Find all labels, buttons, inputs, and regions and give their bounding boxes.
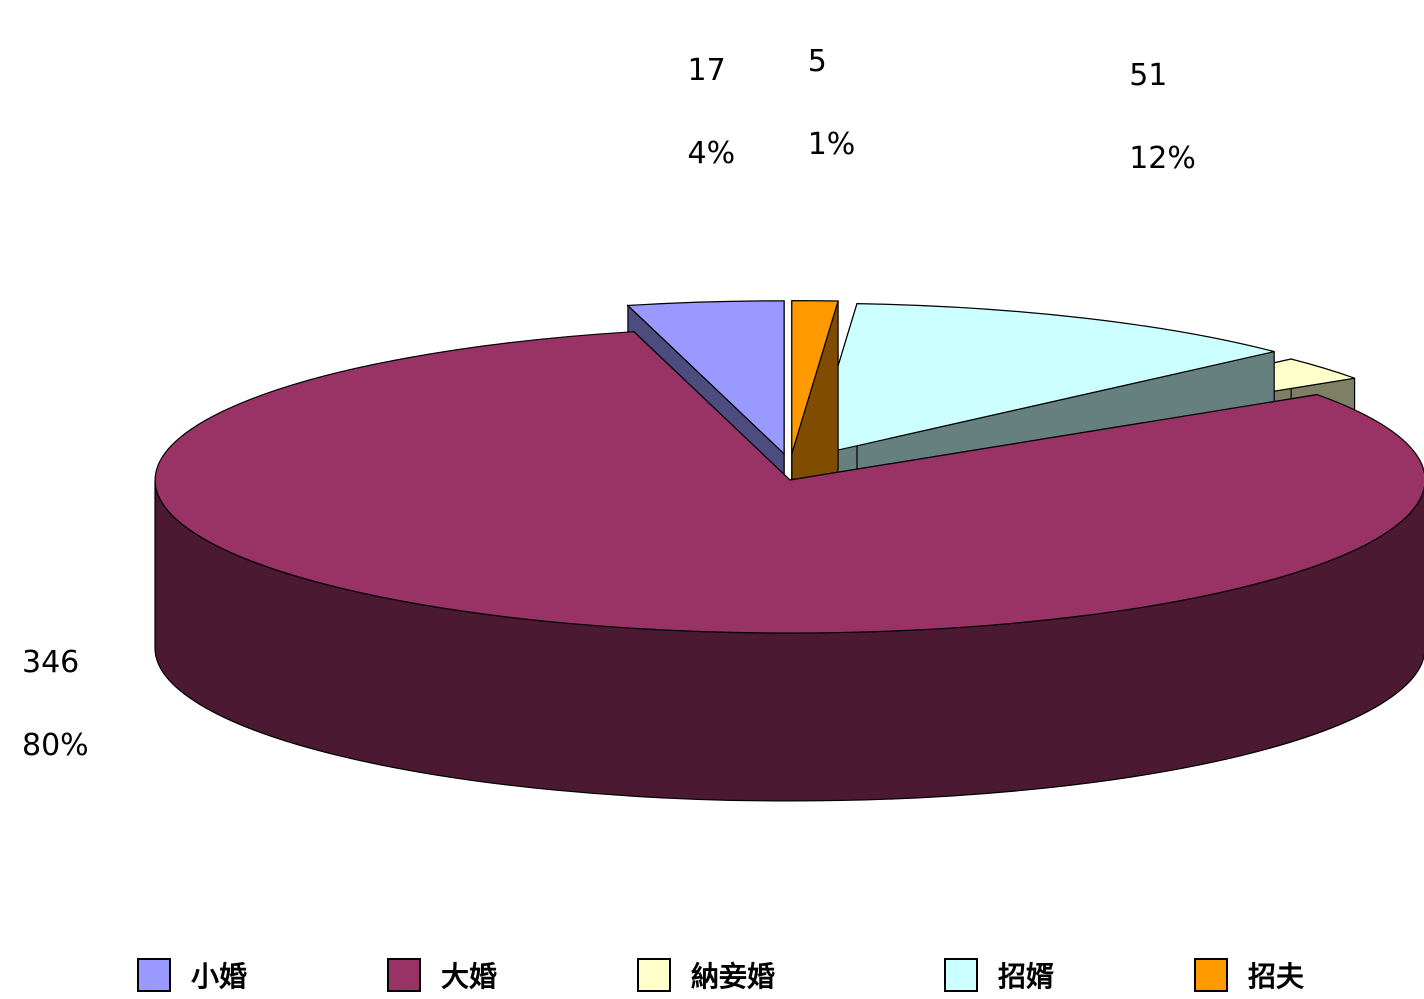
legend-label-4: 招夫	[1248, 960, 1305, 993]
data-label-percent-1: 80%	[22, 728, 89, 763]
legend: 小婚 大婚 納妾婚 招婿 招夫	[0, 952, 1424, 996]
legend-swatch-2	[637, 958, 671, 992]
data-label-value-1: 346	[22, 645, 79, 680]
legend-swatch-1	[387, 958, 421, 992]
pie-slice-3-top	[809, 302, 1275, 458]
legend-label-2: 納妾婚	[691, 960, 776, 993]
data-label-value-0: 17	[688, 53, 726, 88]
legend-swatch-4	[1194, 958, 1228, 992]
legend-item-4: 招夫	[1194, 958, 1305, 993]
pie-slice-1-top	[154, 331, 1424, 634]
data-label-value-4: 5	[808, 44, 827, 79]
legend-item-2: 納妾婚	[637, 958, 776, 993]
legend-label-1: 大婚	[441, 960, 498, 993]
legend-item-3: 招婿	[944, 958, 1055, 993]
legend-label-0: 小婚	[191, 960, 248, 993]
pie-slice-1	[154, 330, 1424, 802]
legend-item-0: 小婚	[137, 958, 248, 993]
legend-swatch-3	[944, 958, 978, 992]
legend-label-3: 招婿	[998, 960, 1055, 993]
data-label-percent-4: 1%	[808, 127, 856, 162]
data-label-percent-0: 4%	[688, 136, 736, 171]
pie-slice-0-top	[626, 300, 785, 456]
legend-item-1: 大婚	[387, 958, 498, 993]
pie-slice-4-top	[791, 299, 839, 454]
legend-swatch-0	[137, 958, 171, 992]
data-label-value-3: 51	[1129, 58, 1167, 93]
data-label-percent-3: 12%	[1129, 141, 1196, 176]
